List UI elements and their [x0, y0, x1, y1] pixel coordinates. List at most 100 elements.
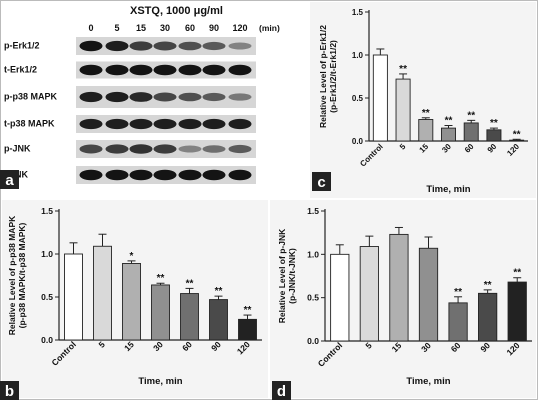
y-tick-label: 1.0: [352, 51, 364, 60]
blot-band: [178, 64, 202, 76]
blot-band: [202, 41, 226, 51]
bar: [238, 318, 257, 341]
y-tick-label: 0.5: [41, 292, 53, 302]
y-axis-title: Relative Level of p-Erk1/2: [318, 25, 328, 128]
panel-letter-c-text: c: [317, 174, 325, 191]
significance-label: **: [215, 286, 223, 297]
blot-row-label: t-Erk1/2: [4, 64, 37, 74]
significance-label: **: [244, 305, 252, 316]
blot-time-label: 15: [136, 23, 146, 33]
significance-label: **: [422, 108, 430, 119]
blot-band: [228, 118, 252, 130]
bar: [395, 78, 411, 142]
bar: [122, 263, 141, 341]
blot-time-label: 30: [160, 23, 170, 33]
blot-band: [153, 92, 177, 102]
bar: [359, 246, 379, 342]
y-tick-label: 0.0: [352, 137, 364, 146]
bar: [372, 54, 388, 142]
y-axis-title: (p-p38 MAPK/t-p38 MAPK): [17, 222, 27, 328]
blot-band: [153, 64, 177, 76]
y-axis-title: (p-JNK/t-JNK): [287, 248, 297, 304]
blot-band: [153, 118, 177, 130]
panel-letter-c: c: [312, 172, 331, 191]
blot-band: [202, 64, 226, 76]
blot-band: [129, 92, 153, 102]
blot-band: [129, 64, 153, 76]
blot-band: [105, 64, 129, 76]
significance-label: **: [445, 116, 453, 127]
significance-label: **: [467, 110, 475, 121]
blot-band: [79, 169, 103, 181]
blot-band: [79, 118, 103, 130]
blot-band: [228, 42, 252, 50]
y-tick-label: 0.0: [41, 335, 53, 345]
y-tick-label: 1.5: [352, 8, 364, 17]
x-axis-title: Time, min: [426, 184, 470, 195]
bar: [64, 253, 83, 341]
x-tick-label: 5: [96, 339, 107, 350]
blot-band: [153, 41, 177, 51]
blot-band: [178, 41, 202, 51]
y-axis-title: Relative Level of p-p38 MAPK: [7, 215, 17, 335]
bar: [180, 293, 199, 341]
bar: [441, 127, 456, 142]
blot-rows: p-Erk1/2 t-Erk1/2 p-p38 MAPK t-p38 MAPK p-JN…: [4, 37, 256, 184]
bar: [93, 245, 112, 341]
bar: [418, 119, 434, 142]
blot-band: [153, 169, 177, 181]
x-tick-label: 5: [363, 340, 374, 351]
blot-band: [228, 64, 252, 76]
x-axis-title: Time, min: [138, 376, 182, 387]
y-axis-title: (p-Erk1/2/t-Erk1/2): [328, 40, 338, 113]
y-tick-label: 1.0: [307, 249, 319, 259]
blot-band: [178, 169, 202, 181]
bar: [209, 299, 228, 341]
bar: [478, 292, 498, 342]
blot-band: [105, 144, 129, 154]
bar: [507, 281, 527, 342]
significance-label: **: [157, 273, 165, 284]
significance-label: **: [484, 280, 492, 291]
blot-band: [79, 91, 103, 103]
panel-letter-d-text: d: [277, 383, 286, 400]
panel-letter-b: b: [0, 381, 19, 400]
blot-time-label: 120: [232, 23, 247, 33]
significance-label: **: [454, 287, 462, 298]
significance-label: **: [490, 118, 498, 129]
blot-time-label: 0: [88, 23, 93, 33]
blot-band: [79, 40, 103, 52]
blot-band: [178, 92, 202, 102]
y-tick-label: 1.5: [41, 206, 53, 216]
x-axis-title: Time, min: [406, 376, 450, 387]
western-blot-panel: XSTQ, 1000 μg/ml 0 5 15 30 60 90 120 (min) p-E…: [4, 5, 280, 184]
significance-label: **: [399, 64, 407, 75]
bar: [330, 253, 350, 342]
blot-time-label: 60: [185, 23, 195, 33]
blot-time-labels: 0 5 15 30 60 90 120: [88, 23, 247, 33]
x-tick-label: 5: [398, 142, 408, 152]
bar: [448, 302, 468, 342]
y-tick-label: 0.5: [307, 293, 319, 303]
blot-time-label: 5: [114, 23, 119, 33]
blot-band: [202, 145, 226, 153]
blot-band: [129, 144, 153, 154]
blot-band: [202, 169, 226, 181]
y-tick-label: 0.5: [352, 94, 364, 103]
panel-letter-a: a: [0, 170, 19, 189]
blot-band: [105, 40, 129, 52]
y-axis-title: Relative Level of p-JNK: [277, 228, 287, 323]
bar: [418, 247, 439, 342]
bar: [151, 284, 170, 341]
blot-band: [129, 169, 153, 181]
blot-row-label: p-Erk1/2: [4, 40, 40, 50]
y-tick-label: 0.0: [307, 336, 319, 346]
blot-band: [105, 91, 129, 103]
blot-band: [129, 118, 153, 130]
significance-label: **: [513, 268, 521, 279]
significance-label: **: [513, 129, 521, 140]
blot-band: [153, 144, 177, 154]
blot-band: [105, 169, 129, 181]
blot-time-unit: (min): [259, 23, 280, 33]
blot-band: [79, 144, 103, 154]
